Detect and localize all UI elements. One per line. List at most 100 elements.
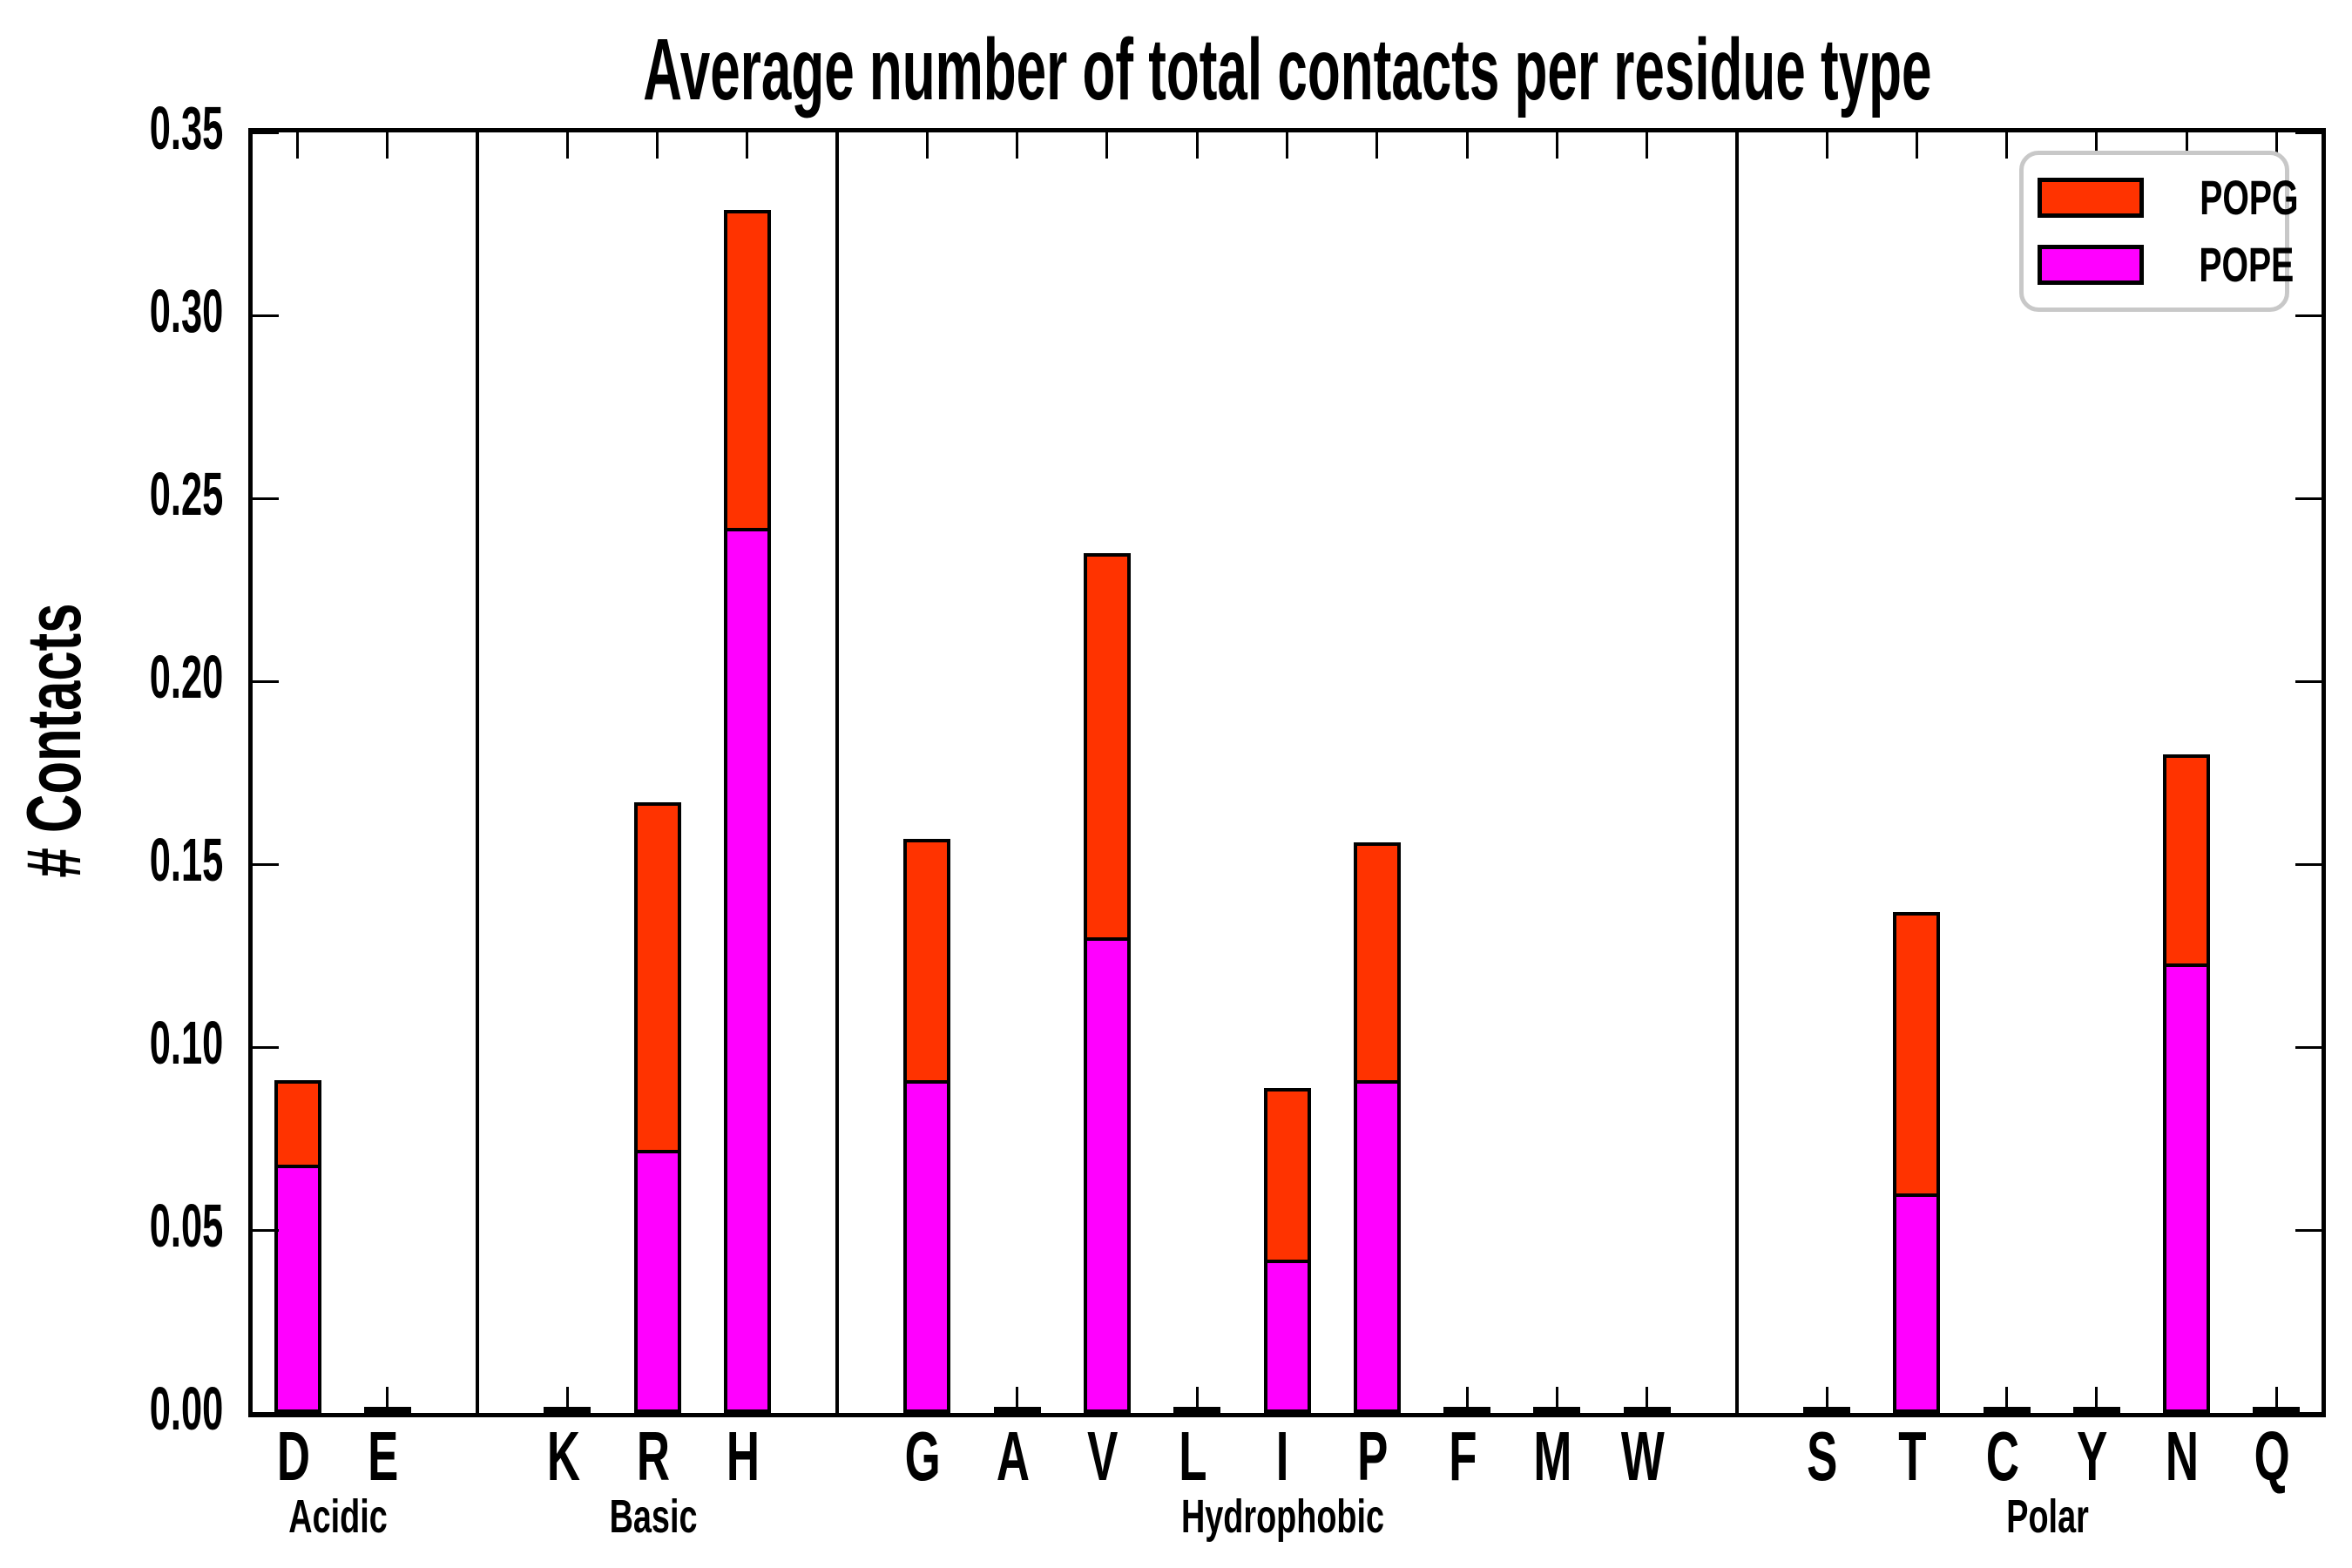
y-tick-mark-left xyxy=(253,679,279,683)
x-tick-label-text: S xyxy=(1807,1417,1838,1495)
y-tick-mark-left xyxy=(253,1045,279,1049)
bar-D-pope-segment xyxy=(277,1164,318,1409)
x-tick-label-A: A xyxy=(943,1422,1083,1491)
x-tick-label-text: W xyxy=(1620,1417,1665,1495)
bar-V-pope-segment xyxy=(1086,937,1127,1409)
y-tick-label-text: 0.35 xyxy=(149,94,223,162)
y-tick-mark-left xyxy=(253,131,279,134)
x-tick-label-text: T xyxy=(1898,1417,1927,1495)
chart-title-text: Average number of total contacts per res… xyxy=(643,21,1932,118)
y-tick-mark-left xyxy=(253,1228,279,1232)
y-tick-label: 0.25 xyxy=(0,463,223,524)
chart-title: Average number of total contacts per res… xyxy=(248,26,2317,113)
x-tick-label-text: M xyxy=(1533,1417,1572,1495)
bar-H-pope-segment xyxy=(727,528,767,1409)
bar-K xyxy=(544,1407,591,1413)
x-tick-label-text: G xyxy=(904,1417,941,1495)
legend-item-pope: POPE xyxy=(2024,240,2294,289)
x-tick-label-text: I xyxy=(1276,1417,1289,1495)
x-tick-label-L: L xyxy=(1123,1422,1262,1491)
bar-G xyxy=(903,839,951,1413)
x-tick-mark-top xyxy=(1286,132,1288,159)
y-tick-label: 0.00 xyxy=(0,1378,223,1439)
y-tick-mark-right xyxy=(2295,131,2322,134)
group-label-basic: Basic xyxy=(470,1493,836,1540)
x-tick-mark-bottom xyxy=(565,1387,569,1413)
bar-D xyxy=(274,1080,321,1413)
x-tick-mark-top xyxy=(296,132,300,159)
bar-I-pope-segment xyxy=(1267,1260,1308,1409)
x-tick-label-S: S xyxy=(1753,1422,1892,1491)
x-tick-label-W: W xyxy=(1573,1422,1713,1491)
x-tick-mark-bottom xyxy=(2274,1387,2278,1413)
x-tick-label-M: M xyxy=(1483,1422,1622,1491)
bar-Y xyxy=(2072,1407,2120,1413)
x-tick-label-text: D xyxy=(276,1417,310,1495)
x-tick-label-text: V xyxy=(1087,1417,1119,1495)
bar-T-pope-segment xyxy=(1896,1193,1937,1409)
bar-P-pope-segment xyxy=(1356,1080,1397,1409)
x-tick-mark-top xyxy=(2095,132,2099,159)
x-tick-mark-bottom xyxy=(2095,1387,2099,1413)
x-tick-mark-top xyxy=(565,132,569,159)
x-tick-mark-top xyxy=(1915,132,1918,159)
bar-Q xyxy=(2253,1407,2301,1413)
legend-label-pope: POPE xyxy=(2199,237,2295,292)
x-tick-mark-top xyxy=(2274,132,2278,159)
x-tick-label-P: P xyxy=(1303,1422,1443,1491)
x-tick-label-Q: Q xyxy=(2202,1422,2342,1491)
x-tick-mark-top xyxy=(746,132,749,159)
y-tick-label-text: 0.05 xyxy=(149,1192,223,1260)
x-tick-label-text: A xyxy=(996,1417,1030,1495)
y-tick-label-text: 0.00 xyxy=(149,1375,223,1443)
x-tick-label-H: H xyxy=(673,1422,813,1491)
legend-swatch-pope xyxy=(2038,245,2144,285)
x-tick-label-D: D xyxy=(224,1422,363,1491)
plot-area xyxy=(248,128,2326,1417)
group-separator-line xyxy=(835,132,840,1413)
x-tick-label-F: F xyxy=(1393,1422,1532,1491)
y-tick-label-text: 0.25 xyxy=(149,460,223,528)
y-tick-label-text: 0.30 xyxy=(149,277,223,345)
x-tick-label-text: H xyxy=(726,1417,760,1495)
group-separator-line xyxy=(476,132,480,1413)
bar-M xyxy=(1533,1407,1581,1413)
x-tick-label-text: R xyxy=(636,1417,670,1495)
x-tick-mark-top xyxy=(1555,132,1558,159)
y-tick-label: 0.05 xyxy=(0,1195,223,1256)
x-tick-mark-top xyxy=(1465,132,1469,159)
x-tick-label-text: K xyxy=(546,1417,580,1495)
group-label-text: Hydrophobic xyxy=(1180,1490,1385,1543)
x-tick-mark-bottom xyxy=(1555,1387,1558,1413)
x-tick-mark-top xyxy=(1375,132,1379,159)
y-tick-mark-right xyxy=(2295,497,2322,500)
group-label-acidic: Acidic xyxy=(155,1493,521,1540)
y-tick-label-text: 0.10 xyxy=(149,1009,223,1077)
x-tick-label-K: K xyxy=(493,1422,632,1491)
x-tick-mark-bottom xyxy=(386,1387,389,1413)
y-tick-mark-right xyxy=(2295,862,2322,866)
x-tick-label-text: C xyxy=(1985,1417,2019,1495)
y-tick-mark-left xyxy=(253,1411,279,1415)
x-tick-mark-bottom xyxy=(1016,1387,1019,1413)
x-tick-mark-bottom xyxy=(1465,1387,1469,1413)
y-tick-mark-right xyxy=(2295,314,2322,317)
group-label-text: Basic xyxy=(609,1490,698,1543)
x-tick-mark-top xyxy=(1105,132,1109,159)
x-tick-label-text: N xyxy=(2166,1417,2200,1495)
x-tick-mark-bottom xyxy=(1825,1387,1828,1413)
bar-G-pope-segment xyxy=(907,1080,948,1409)
x-tick-label-E: E xyxy=(314,1422,453,1491)
x-tick-mark-top xyxy=(925,132,929,159)
bar-W xyxy=(1623,1407,1671,1413)
x-tick-mark-bottom xyxy=(1646,1387,1649,1413)
y-tick-mark-right xyxy=(2295,1411,2322,1415)
y-tick-label-text: 0.15 xyxy=(149,826,223,894)
x-tick-label-C: C xyxy=(1933,1422,2072,1491)
x-tick-mark-bottom xyxy=(2005,1387,2009,1413)
x-tick-label-text: L xyxy=(1179,1417,1207,1495)
y-tick-mark-right xyxy=(2295,679,2322,683)
group-label-text: Polar xyxy=(2005,1490,2089,1543)
x-tick-label-T: T xyxy=(1842,1422,1982,1491)
